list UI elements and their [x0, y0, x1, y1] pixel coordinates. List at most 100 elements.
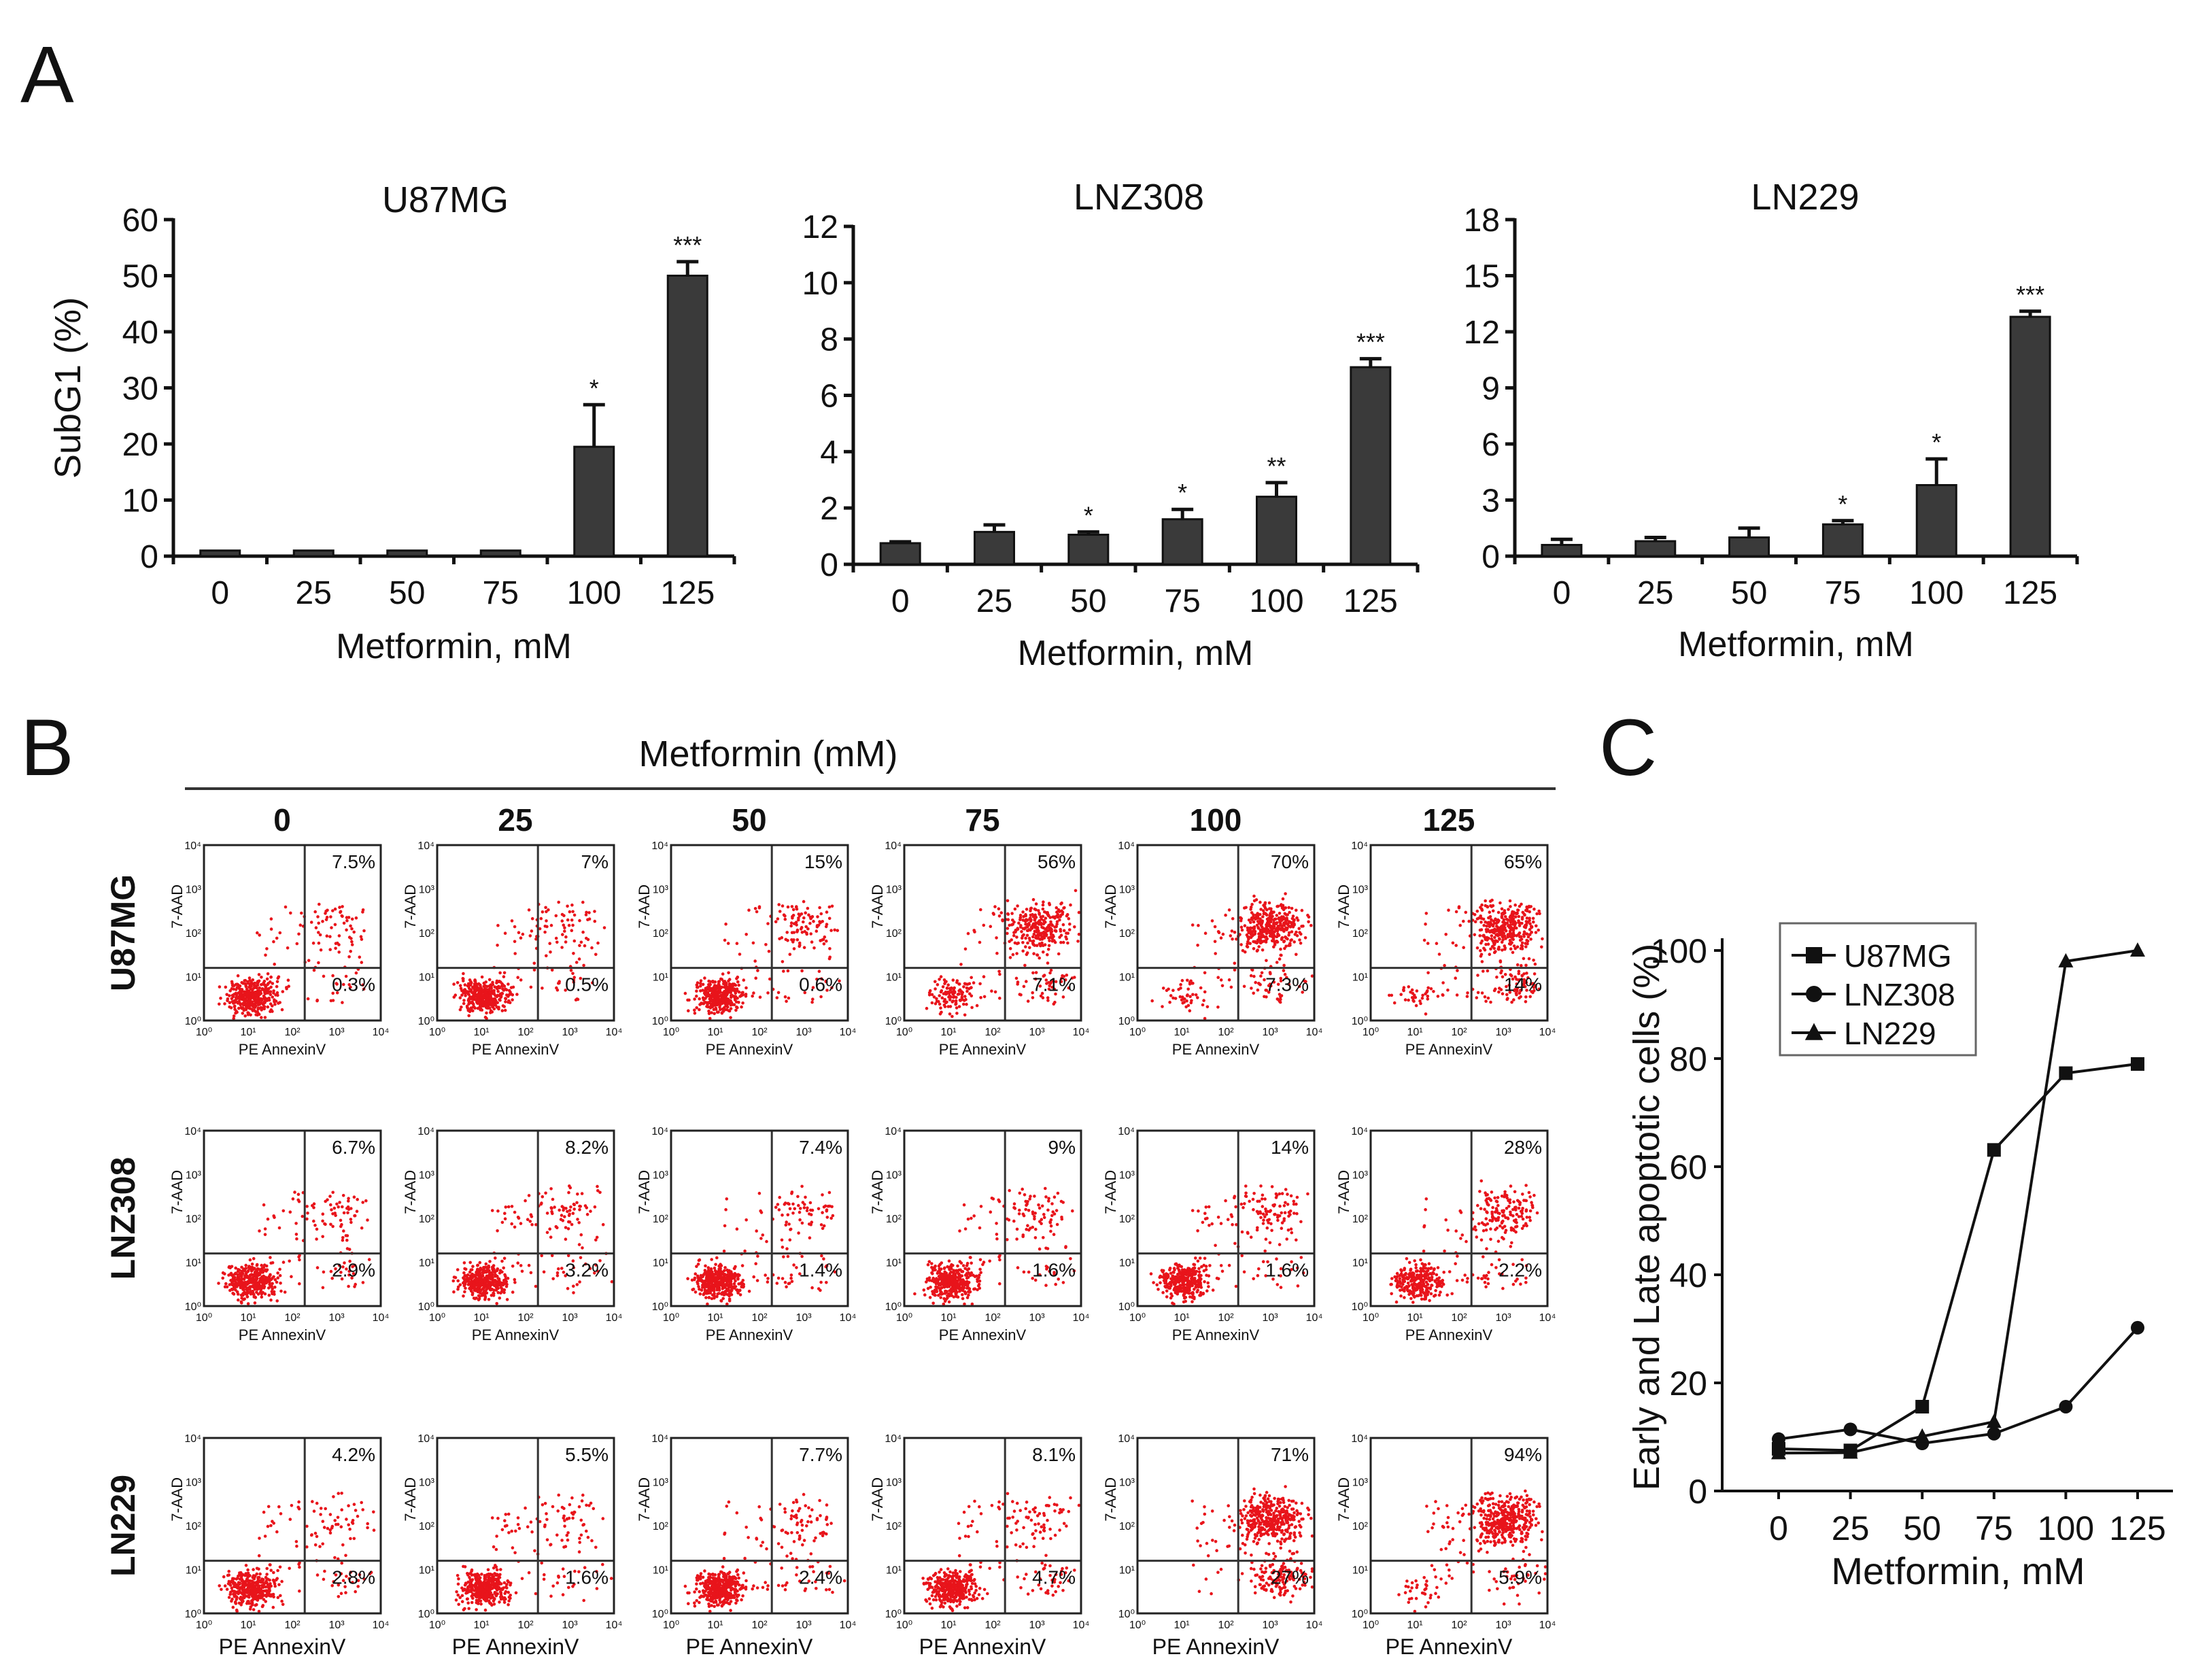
event-dot [806, 927, 810, 931]
event-dot [342, 921, 346, 925]
event-dot [1426, 989, 1429, 993]
event-dot [1509, 927, 1513, 931]
event-dot [1414, 1004, 1418, 1008]
event-dot [1529, 938, 1532, 941]
event-dot [1285, 916, 1288, 920]
event-dot [1499, 931, 1503, 936]
event-dot [1068, 922, 1072, 926]
event-dot [558, 1208, 561, 1212]
event-dot [1001, 919, 1004, 923]
event-dot [338, 906, 341, 909]
y-decade-label: 10² [419, 928, 435, 940]
event-dot [1048, 903, 1052, 906]
event-dot [246, 1013, 250, 1016]
event-dot [838, 979, 841, 983]
event-dot [1168, 1000, 1171, 1004]
event-dot [1008, 946, 1012, 950]
event-dot [248, 992, 252, 996]
event-dot [511, 1290, 515, 1294]
event-dot [997, 970, 1001, 974]
event-dot [727, 1009, 730, 1012]
event-dot [744, 986, 748, 990]
flow-plot-lnz308-25: 8.2%3.2%10⁰10⁰10¹10¹10²10²10³10³10⁴10⁴PE… [402, 1126, 622, 1343]
event-dot [1240, 928, 1244, 932]
event-dot [297, 1200, 301, 1203]
event-dot [241, 1012, 245, 1015]
event-dot [1275, 914, 1279, 917]
y-decade-label: 10⁰ [418, 1301, 434, 1313]
x-decade-label: 10⁰ [1363, 1027, 1379, 1038]
event-dot [1300, 925, 1303, 928]
event-dot [234, 982, 238, 987]
upper-right-percent: 7.4% [799, 1137, 842, 1158]
event-dot [1282, 927, 1286, 931]
event-dot [1287, 944, 1290, 947]
event-dot [706, 1266, 710, 1269]
event-dot [577, 957, 581, 961]
event-dot [715, 1284, 718, 1288]
event-dot [1031, 935, 1035, 939]
event-dot [1050, 927, 1053, 931]
event-dot [993, 905, 997, 908]
event-dot [1507, 908, 1510, 911]
cell-line-row-label: LNZ308 [104, 1157, 142, 1280]
event-dot [792, 938, 795, 942]
dose-column-label: 100 [1190, 802, 1242, 838]
x-decade-label: 10³ [1262, 1027, 1278, 1038]
event-dot [978, 940, 982, 944]
event-dot [1454, 976, 1457, 980]
event-dot [721, 1272, 725, 1275]
x-axis-label: PE AnnexinV [239, 1326, 326, 1343]
event-dot [482, 1278, 486, 1281]
event-dot [724, 982, 728, 987]
event-dot [1483, 995, 1487, 999]
x-decade-label: 10⁴ [1539, 1027, 1556, 1038]
event-dot [975, 1004, 979, 1008]
event-dot [361, 983, 364, 987]
event-dot [734, 1008, 738, 1012]
x-axis-label: PE AnnexinV [939, 1041, 1027, 1058]
event-dot [754, 1262, 757, 1265]
event-dot [1284, 944, 1288, 948]
event-dot [796, 1195, 800, 1199]
event-dot [254, 1269, 258, 1272]
event-dot [944, 980, 947, 983]
event-dot [483, 1295, 487, 1298]
event-dot [1280, 906, 1284, 910]
x-axis-label: PE AnnexinV [472, 1326, 560, 1343]
event-dot [332, 1206, 337, 1210]
event-dot [1517, 919, 1520, 923]
event-dot [927, 993, 931, 997]
event-dot [1224, 913, 1227, 917]
event-dot [1524, 942, 1527, 945]
event-dot [953, 986, 956, 990]
event-dot [1524, 995, 1528, 999]
event-dot [243, 1014, 247, 1018]
event-dot [217, 1282, 220, 1285]
event-dot [468, 989, 472, 993]
event-dot [1037, 929, 1040, 933]
event-dot [1520, 938, 1524, 941]
event-dot [1484, 999, 1488, 1003]
lower-right-percent: 0.5% [565, 974, 609, 995]
event-dot [244, 1271, 248, 1275]
event-dot [562, 923, 566, 927]
event-dot [258, 986, 262, 990]
event-dot [1038, 956, 1041, 960]
event-dot [774, 920, 778, 923]
event-dot [504, 1277, 508, 1281]
event-dot [349, 924, 352, 928]
x-decade-label: 10² [517, 1312, 534, 1324]
event-dot [1287, 921, 1291, 924]
x-axis-label: PE AnnexinV [1405, 1041, 1493, 1058]
event-dot [938, 978, 941, 981]
event-dot [961, 991, 965, 995]
event-dot [475, 1271, 478, 1274]
event-dot [513, 1278, 517, 1282]
event-dot [245, 995, 249, 999]
event-dot [1515, 963, 1520, 967]
event-dot [558, 981, 561, 985]
plot-frame [903, 844, 1082, 1022]
event-dot [1047, 987, 1051, 991]
event-dot [939, 1273, 943, 1277]
